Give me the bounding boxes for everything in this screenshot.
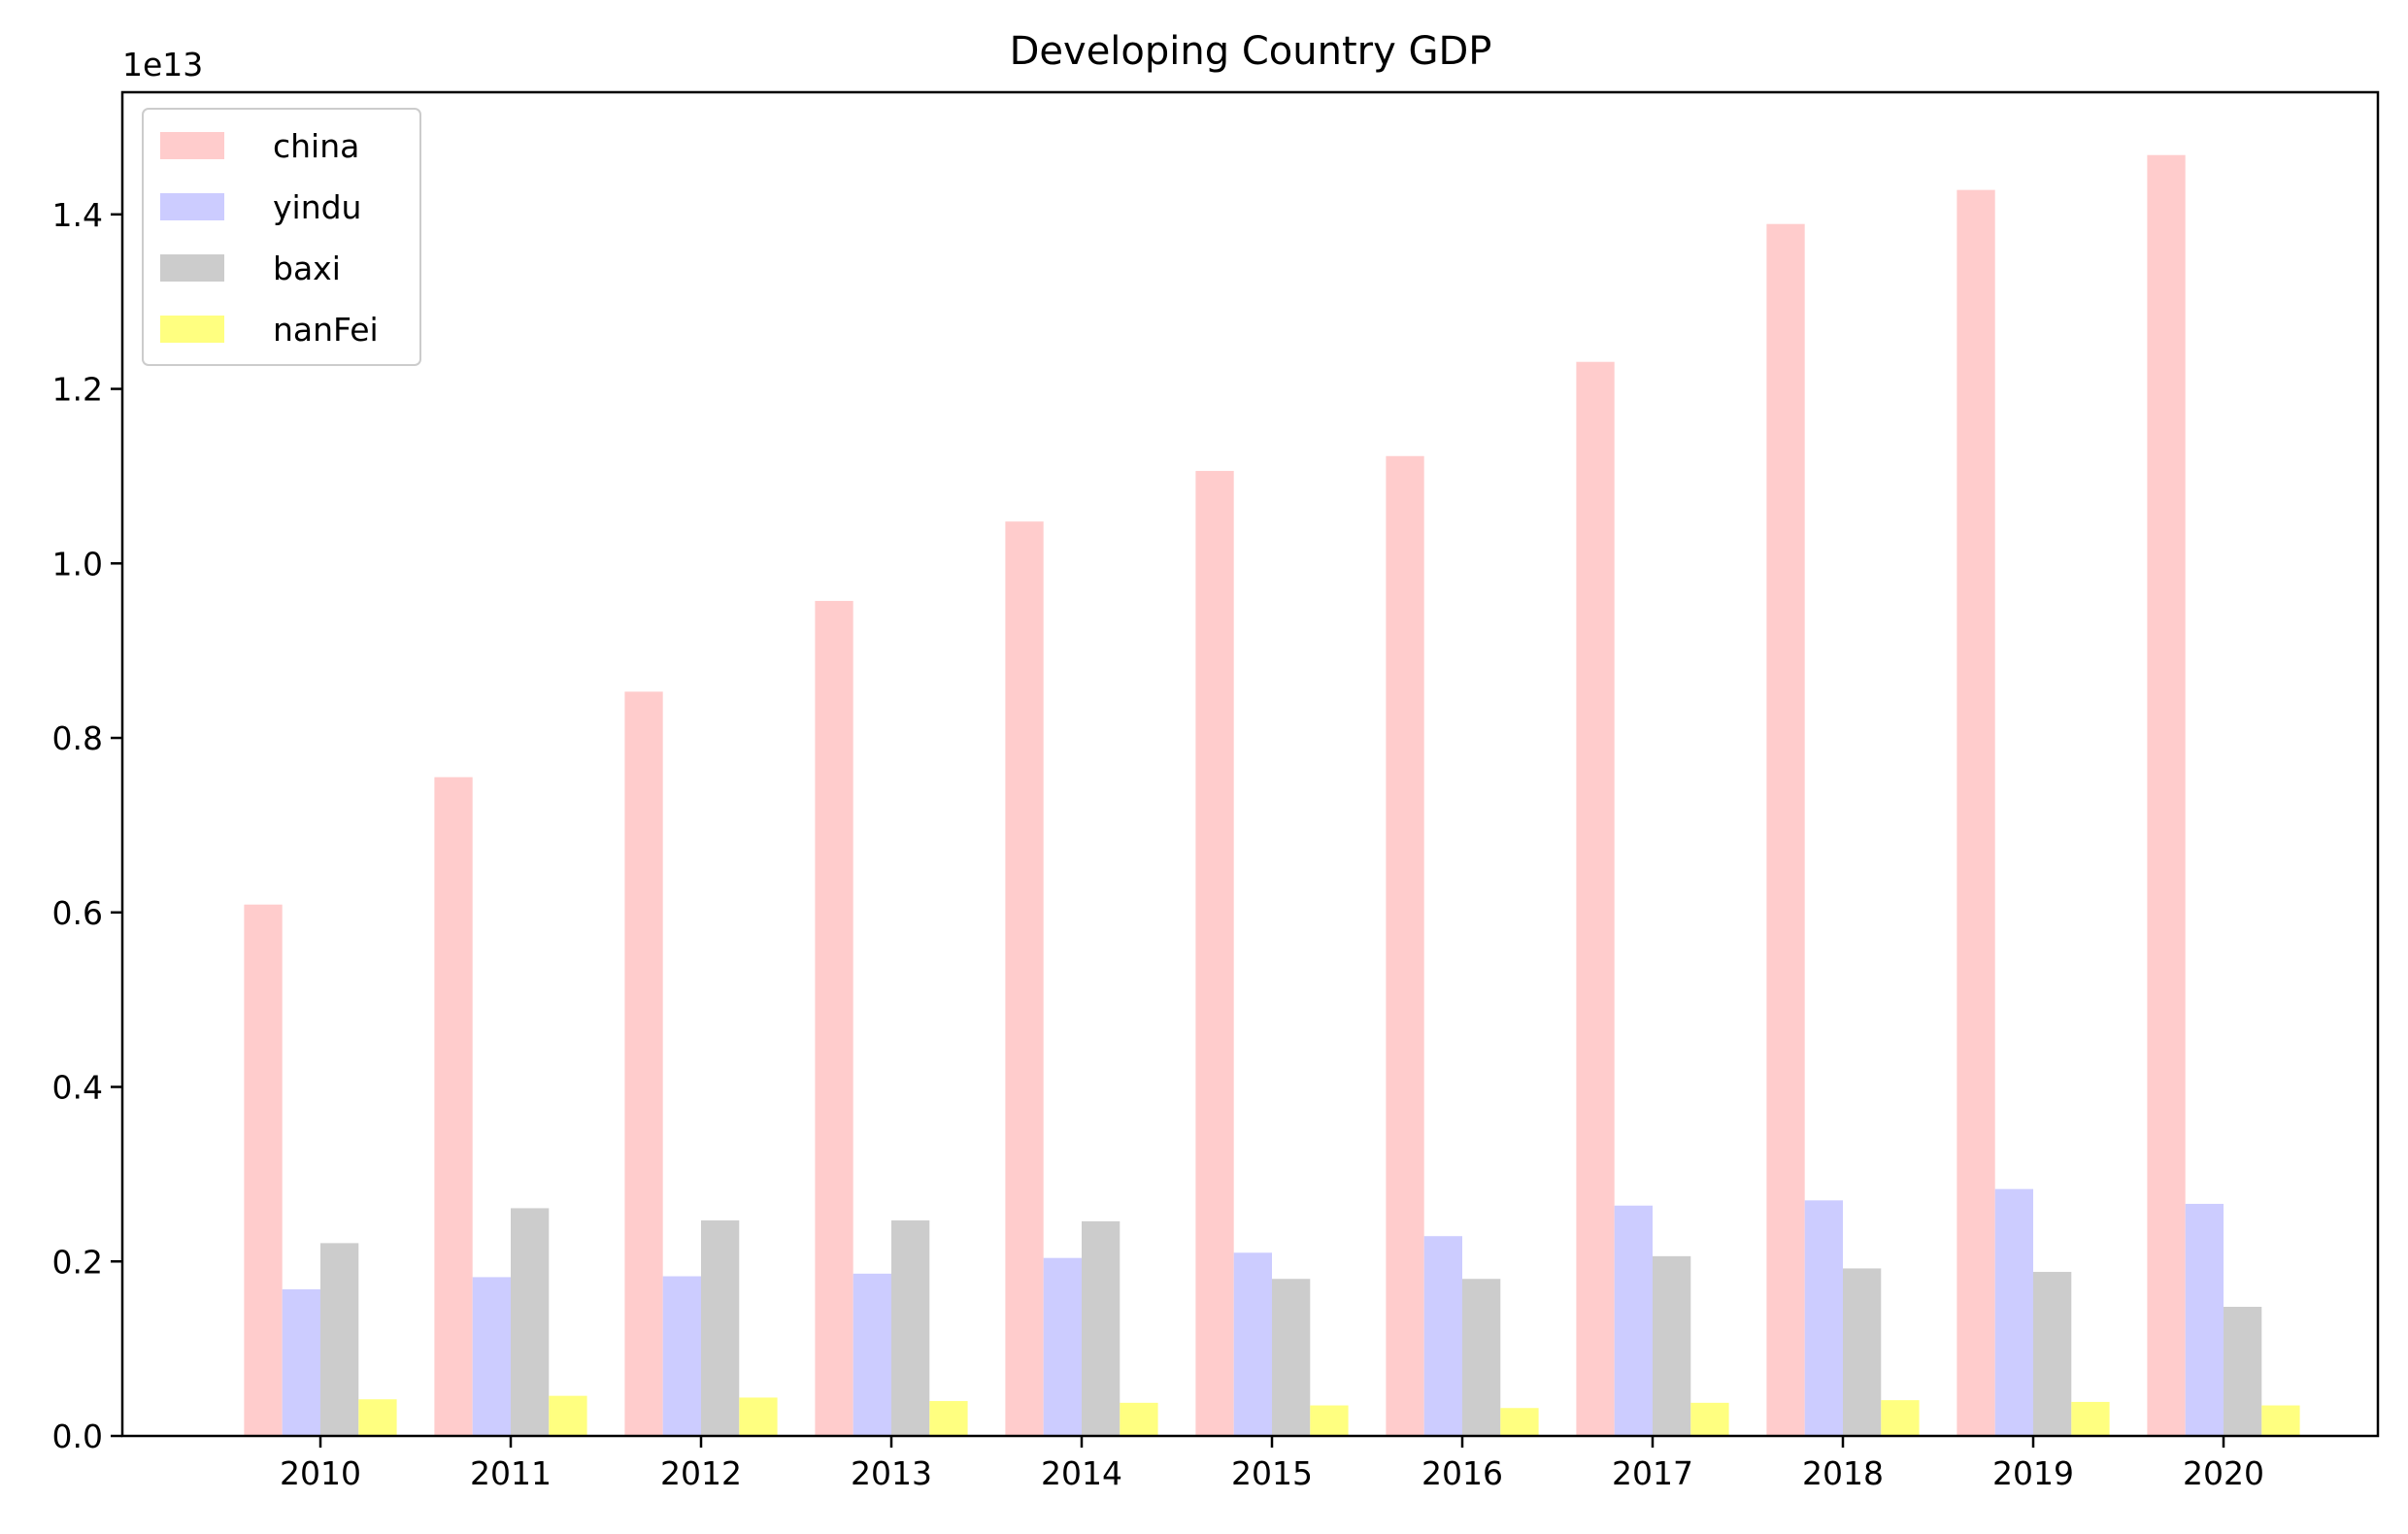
bar-yindu-2020 [2185,1203,2224,1436]
x-axis: 2010 2011 2012 2013 2014 2015 2016 2017 2018 2019… [280,1436,2264,1492]
bar-yindu-2012 [662,1276,701,1436]
bar-china-2011 [434,777,473,1436]
bar-china-2017 [1576,361,1615,1436]
bar-nanFei-2018 [1881,1400,1920,1436]
bar-nanFei-2014 [1120,1402,1158,1436]
x-tick-label: 2017 [1612,1454,1693,1492]
x-tick-label: 2015 [1231,1454,1313,1492]
bar-baxi-2019 [2033,1272,2072,1436]
bars-group [244,154,2300,1437]
legend-swatch-china [160,132,224,159]
y-tick-label: 1.4 [52,196,103,234]
bar-baxi-2015 [1272,1279,1311,1436]
bar-china-2016 [1386,455,1424,1437]
bar-yindu-2013 [853,1273,891,1436]
bar-baxi-2012 [701,1220,740,1436]
bar-china-2019 [1956,189,1995,1436]
bar-nanFei-2011 [549,1395,587,1436]
bar-china-2010 [244,904,283,1436]
bar-yindu-2017 [1614,1205,1653,1436]
bar-nanFei-2020 [2261,1405,2300,1436]
bar-yindu-2018 [1804,1200,1843,1436]
legend-swatch-baxi [160,254,224,282]
x-tick-label: 2014 [1041,1454,1122,1492]
bar-baxi-2016 [1462,1279,1501,1436]
y-tick-label: 1.2 [52,371,103,409]
legend-box [142,108,421,366]
x-tick-label: 2011 [470,1454,552,1492]
bar-yindu-2019 [1994,1188,2033,1436]
bar-nanFei-2010 [358,1399,397,1436]
bar-china-2015 [1195,471,1234,1436]
bar-china-2014 [1005,521,1044,1436]
bar-baxi-2013 [891,1220,930,1436]
x-tick-label: 2019 [1992,1454,2074,1492]
legend-label-baxi: baxi [273,250,341,287]
bar-nanFei-2019 [2071,1401,2110,1436]
x-tick-label: 2013 [851,1454,932,1492]
bar-nanFei-2015 [1310,1405,1349,1436]
bar-nanFei-2017 [1690,1402,1729,1436]
legend-label-yindu: yindu [273,188,361,226]
bar-china-2020 [2147,154,2186,1436]
y-tick-label: 0.2 [52,1243,103,1281]
legend-label-china: china [273,127,359,165]
y-tick-label: 1.0 [52,545,103,583]
bar-yindu-2014 [1043,1257,1082,1436]
x-tick-label: 2020 [2183,1454,2264,1492]
legend-swatch-yindu [160,193,224,220]
x-tick-label: 2016 [1421,1454,1503,1492]
y-tick-label: 0.0 [52,1417,103,1455]
plot-frame [120,90,2380,1438]
legend-label-nanFei: nanFei [273,311,379,349]
bar-nanFei-2013 [929,1401,968,1436]
bar-baxi-2018 [1843,1268,1882,1436]
x-tick-label: 2012 [660,1454,742,1492]
bar-baxi-2020 [2224,1306,2262,1436]
bar-baxi-2010 [320,1243,359,1436]
bar-baxi-2014 [1082,1220,1120,1436]
bar-yindu-2011 [472,1277,511,1436]
x-tick-label: 2010 [280,1454,361,1492]
x-tick-label: 2018 [1802,1454,1884,1492]
bar-yindu-2016 [1423,1236,1462,1436]
bar-nanFei-2012 [739,1397,778,1436]
bar-yindu-2010 [282,1289,320,1436]
y-axis: 0.0 0.2 0.4 0.6 0.8 1.0 1.2 1.4 [52,196,122,1455]
y-tick-label: 0.4 [52,1069,103,1107]
y-tick-label: 0.8 [52,719,103,757]
bar-baxi-2011 [511,1208,550,1436]
y-tick-label: 0.6 [52,894,103,932]
bar-nanFei-2016 [1500,1408,1539,1436]
bar-baxi-2017 [1653,1255,1691,1436]
chart-title: Developing Country GDP [1010,29,1492,74]
bar-china-2013 [815,600,853,1436]
bar-yindu-2015 [1233,1252,1272,1436]
y-offset-label: 1e13 [122,46,203,83]
bar-china-2018 [1766,223,1805,1437]
bar-china-2012 [624,691,663,1436]
legend: china yindu baxi nanFei [142,108,421,366]
legend-swatch-nanFei [160,316,224,343]
